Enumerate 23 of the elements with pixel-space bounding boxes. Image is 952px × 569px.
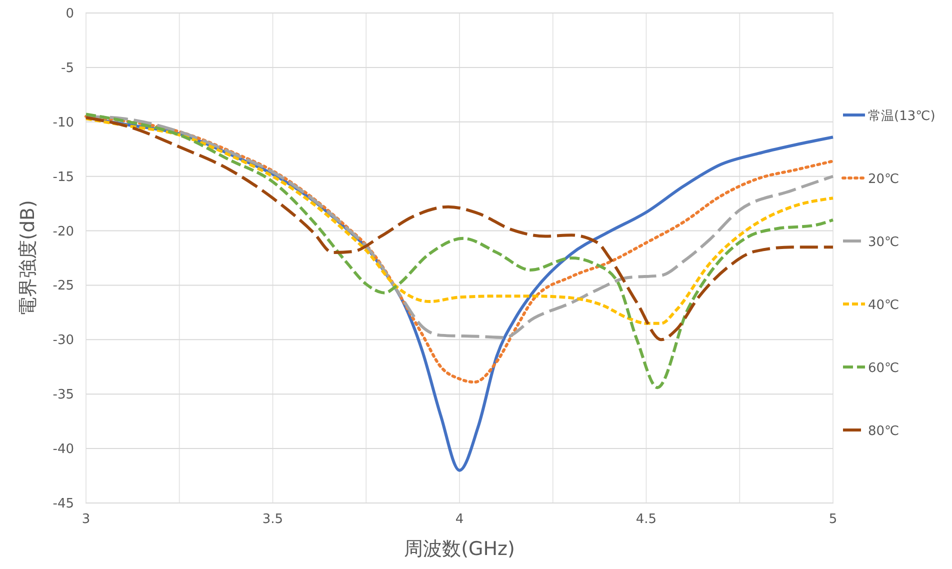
x-tick-label: 4 (455, 512, 464, 527)
y-tick-label: -10 (52, 115, 74, 130)
x-tick-label: 3.5 (262, 512, 284, 527)
y-tick-label: -15 (52, 170, 74, 185)
x-tick-label: 3 (82, 512, 90, 527)
y-tick-label: -40 (52, 442, 74, 458)
x-tick-label: 4.5 (636, 512, 657, 527)
legend-label: 20℃ (868, 172, 900, 187)
legend-label: 80℃ (868, 424, 900, 439)
y-tick-label: -30 (52, 333, 74, 348)
y-tick-label: -20 (52, 224, 74, 240)
legend-label: 40℃ (868, 298, 900, 313)
y-tick-label: -25 (52, 278, 74, 294)
legend-label: 30℃ (868, 235, 900, 250)
y-axis-title: 電界強度(dB) (17, 200, 39, 316)
y-tick-label: -5 (61, 60, 74, 76)
y-tick-label: 0 (66, 6, 74, 22)
x-tick-label: 5 (828, 512, 838, 527)
y-tick-label: -35 (52, 388, 74, 403)
y-tick-label: -45 (52, 496, 74, 512)
x-axis-title: 周波数(GHz) (404, 538, 515, 560)
legend-label: 60℃ (868, 361, 900, 376)
legend-label: 常温(13℃) (868, 109, 936, 124)
